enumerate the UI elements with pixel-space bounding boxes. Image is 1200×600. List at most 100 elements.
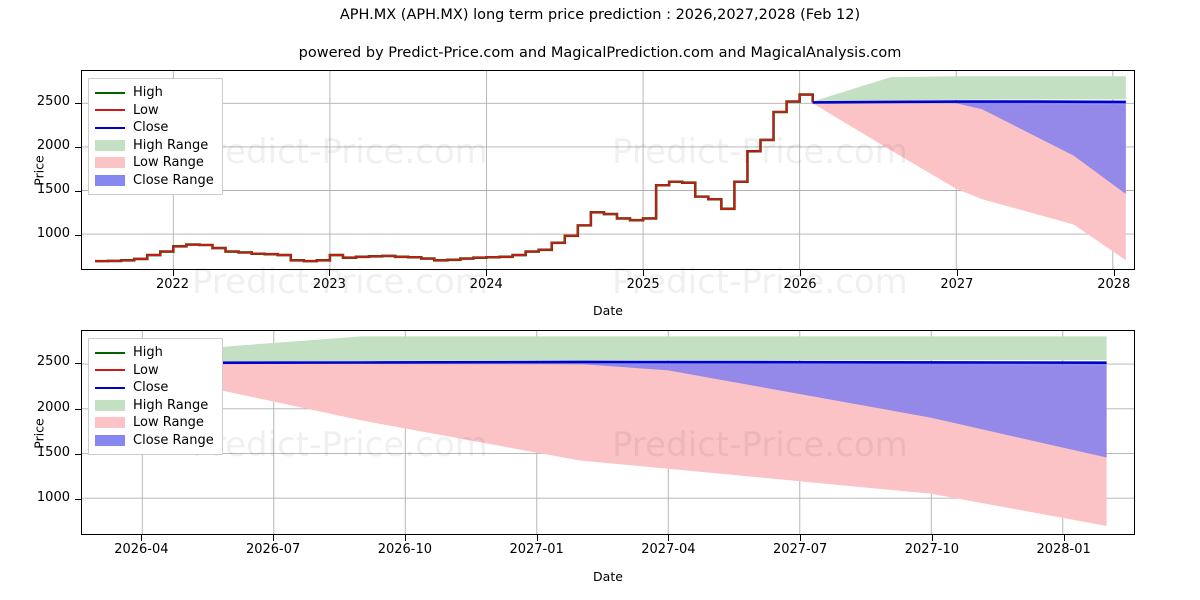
- x-tick-label: 2027-04: [641, 542, 696, 557]
- legend-line-swatch: [95, 109, 125, 112]
- y-tick-label: 2500: [36, 354, 70, 370]
- x-tick-label: 2028: [1097, 277, 1131, 292]
- x-tick-mark: [1113, 270, 1115, 276]
- close-forecast-line: [812, 100, 1126, 104]
- legend-item-low-range[interactable]: Low Range: [95, 154, 214, 172]
- y-tick-mark: [75, 498, 81, 500]
- legend-patch-swatch: [95, 399, 125, 411]
- x-tick-mark: [404, 535, 406, 541]
- legend-item-high[interactable]: High: [95, 84, 214, 102]
- y-tick-label: 2500: [36, 93, 70, 109]
- page-title: APH.MX (APH.MX) long term price predicti…: [339, 7, 861, 23]
- overview-x-axis-label: Date: [593, 303, 623, 318]
- legend-patch-swatch: [95, 174, 125, 186]
- band-high-range: [812, 76, 1126, 103]
- x-tick-label: 2022: [155, 277, 190, 292]
- legend-item-close-range[interactable]: Close Range: [95, 432, 214, 450]
- legend-item-close[interactable]: Close: [95, 379, 214, 397]
- legend-item-label: Close Range: [133, 172, 214, 188]
- x-tick-mark: [486, 270, 488, 276]
- history-low-line: [95, 93, 814, 263]
- y-tick-label: 1500: [36, 444, 70, 460]
- legend-line-swatch: [95, 91, 125, 94]
- y-tick-mark: [75, 190, 81, 192]
- legend-line-swatch: [95, 386, 125, 389]
- legend-item-label: High: [133, 345, 163, 361]
- y-tick-mark: [75, 363, 81, 365]
- x-tick-mark: [668, 535, 670, 541]
- x-tick-mark: [141, 535, 143, 541]
- legend-item-close[interactable]: Close: [95, 119, 214, 137]
- y-tick-mark: [75, 102, 81, 104]
- legend-item-low[interactable]: Low: [95, 102, 214, 120]
- band-close-range: [812, 100, 1126, 194]
- x-tick-label: 2026-04: [114, 542, 169, 557]
- legend-item-label: High: [133, 85, 163, 101]
- legend-item-close-range[interactable]: Close Range: [95, 172, 214, 190]
- legend-item-high[interactable]: High: [95, 344, 214, 362]
- legend-item-label: Low: [133, 102, 159, 118]
- x-tick-mark: [800, 270, 801, 276]
- x-tick-label: 2027-01: [509, 542, 564, 557]
- legend-line-swatch: [95, 126, 125, 129]
- legend-item-label: Close: [133, 120, 169, 136]
- x-tick-label: 2024: [469, 277, 503, 292]
- forecast-x-axis-label: Date: [593, 569, 623, 584]
- legend-line-swatch: [95, 369, 125, 372]
- x-tick-mark: [1063, 535, 1065, 541]
- band-high-range: [98, 336, 1107, 363]
- forecast-plot-area: [81, 330, 1135, 535]
- y-tick-label: 1000: [36, 225, 70, 241]
- x-tick-mark: [800, 535, 802, 541]
- x-tick-label: 2027-07: [772, 542, 828, 557]
- band-low-range: [98, 363, 1107, 526]
- x-tick-mark: [931, 535, 933, 541]
- legend-patch-swatch: [95, 157, 125, 169]
- legend-item-label: Close Range: [133, 432, 214, 448]
- y-tick-label: 1500: [36, 181, 70, 197]
- x-tick-label: 2028-01: [1036, 542, 1091, 557]
- x-tick-label: 2025: [626, 277, 660, 292]
- x-tick-label: 2026-10: [377, 542, 433, 557]
- forecast-plot-svg: [82, 331, 1134, 534]
- overview-plot-area: [81, 70, 1135, 270]
- legend-item-label: Low Range: [133, 155, 204, 171]
- y-tick-label: 2000: [36, 399, 70, 415]
- x-tick-label: 2023: [312, 277, 346, 292]
- x-tick-mark: [643, 270, 645, 276]
- y-tick-label: 1000: [36, 489, 70, 505]
- band-close-range: [98, 361, 1107, 458]
- legend-item-label: Close: [133, 380, 169, 396]
- x-tick-label: 2027: [940, 277, 974, 292]
- legend-item-low[interactable]: Low: [95, 362, 214, 380]
- legend-patch-swatch: [95, 417, 125, 429]
- close-forecast-line: [98, 360, 1107, 365]
- legend-item-high-range[interactable]: High Range: [95, 137, 214, 155]
- legend-item-label: Low: [133, 362, 159, 378]
- x-tick-label: 2026-07: [245, 542, 301, 557]
- overview-legend: High Low Close High Range Low Range Close Ran…: [88, 78, 223, 195]
- legend-item-label: Low Range: [133, 415, 204, 431]
- y-tick-mark: [75, 146, 81, 148]
- y-tick-mark: [75, 234, 81, 236]
- forecast-chart-panel: [81, 330, 1135, 535]
- legend-line-swatch: [95, 351, 125, 354]
- x-tick-mark: [329, 270, 331, 276]
- legend-item-low-range[interactable]: Low Range: [95, 414, 214, 432]
- y-tick-label: 2000: [36, 137, 70, 153]
- legend-item-label: High Range: [133, 137, 209, 153]
- overview-chart-panel: [81, 70, 1135, 270]
- forecast-legend: High Low Close High Range Low Range Close Ran…: [88, 338, 223, 455]
- x-tick-mark: [172, 270, 174, 276]
- overview-plot-svg: [82, 71, 1134, 269]
- x-tick-mark: [273, 535, 275, 541]
- legend-patch-swatch: [95, 139, 125, 151]
- x-tick-mark: [956, 270, 958, 276]
- legend-patch-swatch: [95, 434, 125, 446]
- legend-item-label: High Range: [133, 397, 209, 413]
- legend-item-high-range[interactable]: High Range: [95, 397, 214, 415]
- x-tick-mark: [536, 535, 538, 541]
- y-tick-mark: [75, 453, 81, 455]
- x-tick-label: 2026: [783, 277, 817, 292]
- y-tick-mark: [75, 408, 81, 410]
